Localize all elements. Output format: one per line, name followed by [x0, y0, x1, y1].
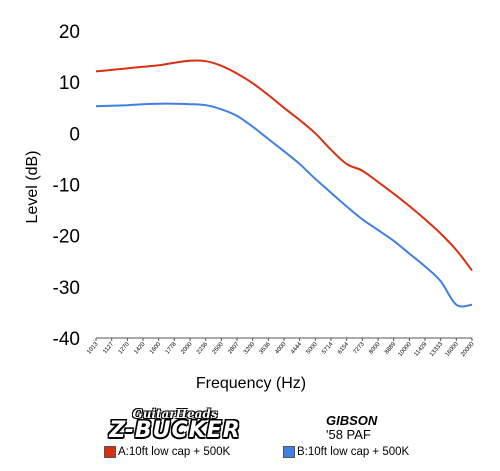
x-tick-label: 2807	[227, 341, 241, 356]
y-tick-label: -40	[53, 329, 80, 350]
brand-b-label: GIBSON '58 PAF	[326, 414, 377, 442]
legend-swatch-a	[104, 446, 116, 458]
y-tick-label: -20	[53, 227, 80, 248]
x-tick-label: 2500	[212, 341, 226, 356]
legend-item-a: A:10ft low cap + 500K	[104, 446, 230, 458]
x-tick-label: 3536	[259, 341, 273, 356]
x-tick-label: 4000	[274, 341, 288, 356]
y-axis: 20 10 0 -10 -20 -30 -40	[53, 22, 80, 350]
legend-swatch-b	[283, 446, 295, 458]
brand-a-logo: GuitarHeads Z-BUCKER	[100, 408, 250, 442]
legend-item-b: B:10ft low cap + 500K	[283, 446, 409, 458]
brand-a-big-text: Z-BUCKER	[109, 418, 241, 443]
series-line-b	[95, 102, 473, 308]
x-tick-label: 5000	[306, 341, 320, 356]
legend-label-b: B:10ft low cap + 500K	[297, 446, 410, 458]
x-tick-label: 13333	[429, 341, 445, 358]
x-axis-label: Frequency (Hz)	[196, 375, 306, 392]
x-tick-label: 1270	[118, 341, 132, 356]
legend-label-a: A:10ft low cap + 500K	[118, 446, 231, 458]
y-tick-label: 20	[59, 22, 80, 43]
x-tick-label: 7273	[353, 341, 367, 356]
x-tick-label: 1600	[149, 341, 163, 356]
x-tick-label: 10000	[398, 341, 414, 358]
brand-b-title: GIBSON	[326, 413, 378, 428]
x-tick-label: 1420	[133, 341, 147, 356]
series-line-a	[95, 59, 473, 272]
brand-b-subtitle: '58 PAF	[326, 427, 371, 442]
x-tick-label: 8889	[384, 341, 398, 356]
y-tick-label: -10	[53, 176, 80, 197]
brand-a-small-text: GuitarHeads	[132, 407, 218, 421]
series-lines	[95, 59, 473, 308]
x-tick-label: 8000	[368, 341, 382, 356]
y-axis-label: Level (dB)	[24, 151, 41, 224]
x-tick-label: 2236	[196, 341, 210, 356]
y-tick-label: -30	[53, 278, 80, 299]
x-axis: 1013 1127 1270 1420 1600 1778 2000 2236 2500 2807…	[86, 337, 476, 358]
x-tick-label: 6154	[337, 341, 351, 356]
x-tick-label: 5714	[321, 341, 335, 356]
x-tick-label: 2000	[180, 341, 194, 356]
x-tick-label: 1013	[86, 341, 100, 356]
y-tick-label: 10	[59, 73, 80, 94]
x-tick-label: 1778	[165, 341, 179, 356]
x-tick-label: 20000	[460, 341, 476, 358]
x-tick-label: 11429	[413, 341, 428, 358]
x-tick-label: 1127	[102, 341, 115, 355]
y-tick-label: 0	[69, 124, 80, 145]
x-tick-label: 16000	[445, 341, 461, 358]
x-tick-label: 4444	[290, 341, 304, 356]
x-tick-label: 3200	[243, 341, 257, 356]
